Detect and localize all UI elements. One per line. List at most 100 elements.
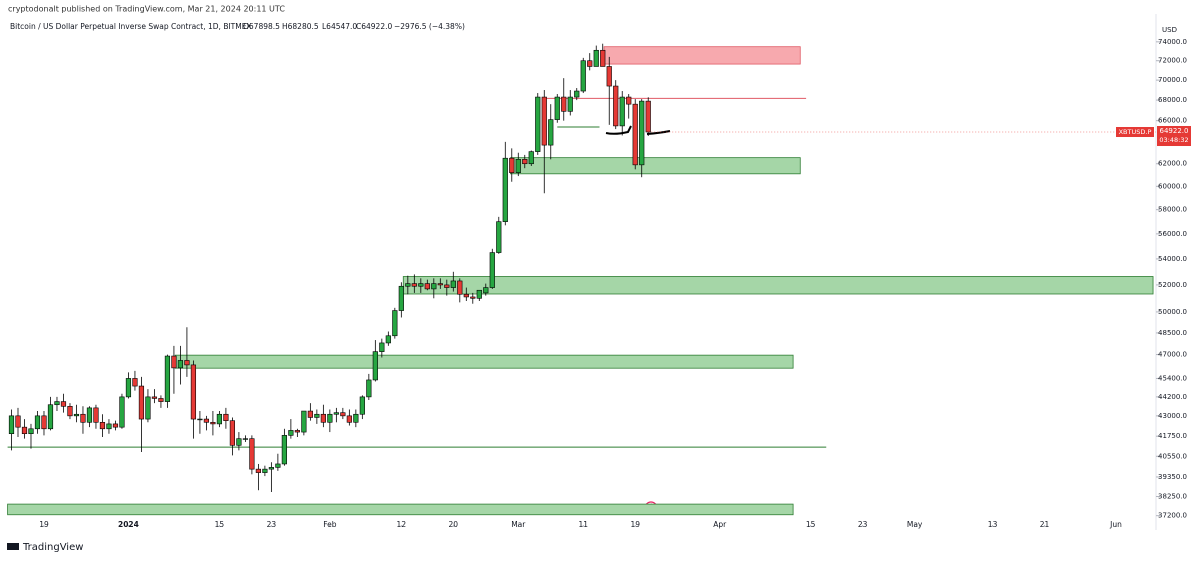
candle-body bbox=[509, 157, 515, 173]
annotation-stroke bbox=[646, 130, 671, 135]
ohlc-open: O67898.5 bbox=[243, 22, 280, 31]
candle-body bbox=[359, 396, 365, 415]
y-tick-label: 48500.0 bbox=[1158, 329, 1187, 337]
candle-body bbox=[151, 396, 158, 399]
candle-body bbox=[606, 66, 612, 87]
y-tick-label: 37200.0 bbox=[1158, 512, 1187, 520]
x-tick-label: 19 bbox=[39, 520, 49, 529]
candle-body bbox=[125, 378, 132, 398]
candle-body bbox=[333, 412, 339, 415]
candle-body bbox=[307, 410, 313, 418]
candle-body bbox=[496, 221, 502, 253]
symbol-box bbox=[1116, 127, 1154, 138]
candle-body bbox=[541, 96, 547, 146]
candle-body bbox=[294, 430, 300, 433]
y-tick-label: 52000.0 bbox=[1158, 281, 1187, 289]
candle-body bbox=[242, 438, 248, 440]
candle-body bbox=[145, 396, 151, 420]
candle-body bbox=[47, 404, 54, 430]
candle-body bbox=[528, 151, 534, 165]
candle-body bbox=[574, 90, 580, 98]
y-tick-label: 66000.0 bbox=[1158, 117, 1187, 125]
price-label: 64922.0 bbox=[1160, 127, 1189, 135]
candle-body bbox=[398, 285, 404, 311]
candle-body bbox=[548, 119, 554, 146]
candle-body bbox=[177, 360, 184, 369]
candle-body bbox=[229, 420, 236, 446]
x-tick-label: 19 bbox=[630, 520, 640, 529]
x-tick-label: 21 bbox=[1040, 520, 1050, 529]
symbol: Bitcoin / US Dollar Perpetual Inverse Sw… bbox=[10, 22, 252, 31]
x-tick-label: 13 bbox=[988, 520, 998, 529]
candle-body bbox=[112, 423, 119, 428]
annotation-stroke bbox=[605, 125, 632, 135]
x-tick-label: 15 bbox=[215, 520, 225, 529]
candle-body bbox=[366, 379, 372, 398]
x-tick-label: 23 bbox=[267, 520, 277, 529]
candle-body bbox=[197, 418, 203, 421]
candle-body bbox=[424, 283, 430, 290]
candle-body bbox=[639, 100, 645, 166]
y-tick-label: 70000.0 bbox=[1158, 76, 1187, 84]
candle-body bbox=[249, 438, 255, 470]
candle-body bbox=[483, 287, 489, 294]
candle-body bbox=[489, 252, 495, 288]
x-tick-label: Apr bbox=[713, 520, 727, 529]
zone bbox=[402, 276, 1154, 295]
zone bbox=[603, 46, 801, 65]
candle-body bbox=[301, 410, 307, 433]
candle-body bbox=[132, 378, 138, 387]
candle-body bbox=[626, 96, 632, 105]
candle-body bbox=[138, 385, 145, 420]
candle-body bbox=[15, 415, 21, 428]
candle-body bbox=[60, 401, 67, 407]
ohlc-low: L64547.0 bbox=[322, 22, 357, 31]
candle-body bbox=[418, 283, 424, 287]
candle-body bbox=[632, 103, 638, 166]
candle-body bbox=[54, 401, 60, 406]
candle-body bbox=[619, 96, 625, 127]
y-tick-label: 62000.0 bbox=[1158, 160, 1187, 168]
candle-body bbox=[346, 415, 352, 423]
candle-body bbox=[73, 413, 80, 417]
candle-body bbox=[34, 415, 41, 430]
candle-body bbox=[561, 96, 567, 112]
candle-body bbox=[515, 159, 521, 173]
candle-body bbox=[158, 398, 164, 402]
y-tick-label: 50000.0 bbox=[1158, 308, 1187, 316]
candle-body bbox=[645, 100, 651, 133]
candle-body bbox=[80, 413, 86, 423]
x-tick-label: Jun bbox=[1109, 520, 1122, 529]
candle-body bbox=[372, 351, 378, 381]
candle-body bbox=[268, 467, 274, 470]
publisher: cryptodonalt published on TradingView.co… bbox=[8, 5, 285, 14]
candle-body bbox=[385, 335, 391, 344]
y-tick-label: 74000.0 bbox=[1158, 38, 1187, 46]
candle-body bbox=[554, 96, 560, 120]
candle-body bbox=[119, 396, 125, 428]
candle-body bbox=[470, 296, 476, 299]
y-tick-label: 47000.0 bbox=[1158, 351, 1187, 359]
candle-body bbox=[405, 283, 411, 287]
candle-body bbox=[444, 284, 450, 288]
candle-body bbox=[262, 468, 268, 473]
candle-body bbox=[411, 283, 417, 287]
candle-body bbox=[314, 413, 320, 418]
candle-body bbox=[392, 310, 398, 337]
candle-body bbox=[41, 415, 47, 430]
y-tick-label: 41750.0 bbox=[1158, 432, 1187, 440]
candle-body bbox=[223, 413, 229, 421]
candle-body bbox=[281, 435, 287, 465]
y-tick-label: 54000.0 bbox=[1158, 255, 1187, 263]
candle-body bbox=[379, 342, 385, 352]
y-tick-label: 40550.0 bbox=[1158, 452, 1187, 460]
candle-body bbox=[476, 289, 482, 299]
y-tick-label: 39350.0 bbox=[1158, 473, 1187, 481]
candle-body bbox=[327, 413, 333, 423]
logo bbox=[7, 543, 19, 550]
candle-body bbox=[164, 355, 171, 402]
candle-body bbox=[587, 60, 593, 67]
x-tick-label: Feb bbox=[323, 520, 337, 529]
candle-body bbox=[288, 430, 294, 436]
